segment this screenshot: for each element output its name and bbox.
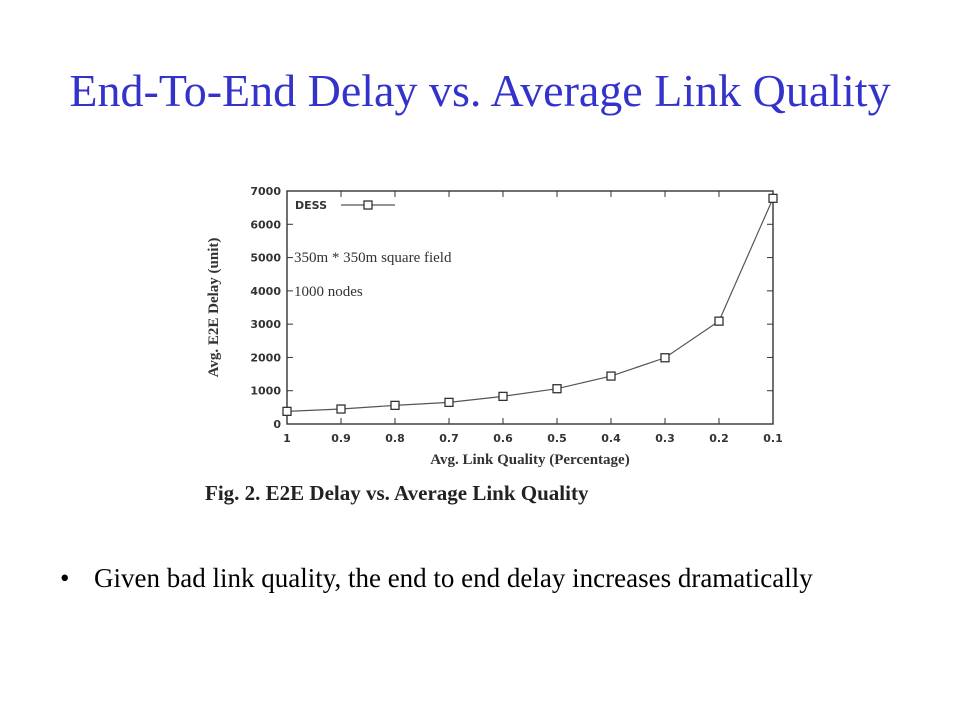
y-tick-label: 5000 bbox=[250, 252, 281, 265]
data-point bbox=[390, 400, 400, 411]
x-axis-label: Avg. Link Quality (Percentage) bbox=[430, 452, 629, 468]
chart-svg: 0 1000 2000 3000 4000 5000 6000 7000 1 0.9 0.8 0.7 0… bbox=[206, 185, 783, 468]
x-tick-label: 0.7 bbox=[439, 432, 459, 445]
x-tick-label: 0.6 bbox=[493, 432, 513, 445]
data-point bbox=[606, 371, 616, 381]
slide-title: End-To-End Delay vs. Average Link Qualit… bbox=[69, 65, 891, 116]
bullet-list: • Given bad link quality, the end to end… bbox=[60, 562, 920, 595]
y-tick-label: 2000 bbox=[250, 351, 281, 364]
y-tick-label: 3000 bbox=[250, 318, 281, 331]
data-point bbox=[660, 353, 670, 363]
data-point bbox=[282, 406, 292, 417]
y-tick-label: 7000 bbox=[250, 185, 281, 198]
x-tick-label: 0.8 bbox=[385, 432, 405, 445]
y-axis-label: Avg. E2E Delay (unit) bbox=[206, 238, 222, 378]
legend-marker bbox=[363, 200, 373, 210]
series-line bbox=[286, 198, 774, 412]
data-point bbox=[498, 391, 508, 402]
x-tick-label: 1 bbox=[283, 432, 291, 445]
x-tick-label: 0.1 bbox=[763, 432, 783, 445]
y-tick-label: 6000 bbox=[250, 218, 281, 231]
x-tick-label: 0.9 bbox=[331, 432, 351, 445]
y-tick-label: 4000 bbox=[250, 285, 281, 298]
plot-frame bbox=[286, 190, 774, 425]
bullet-text: Given bad link quality, the end to end d… bbox=[94, 563, 813, 593]
data-point bbox=[552, 384, 562, 394]
figure-caption: Fig. 2. E2E Delay vs. Average Link Quali… bbox=[205, 481, 589, 505]
y-tick-label: 1000 bbox=[250, 385, 281, 398]
legend-label: DESS bbox=[295, 199, 327, 212]
data-point bbox=[336, 404, 346, 414]
x-tick-label: 0.3 bbox=[655, 432, 675, 445]
y-tick-label: 0 bbox=[273, 418, 281, 431]
x-tick-label: 0.2 bbox=[709, 432, 729, 445]
data-point bbox=[714, 316, 724, 326]
chart-annotation: 1000 nodes bbox=[294, 284, 363, 300]
data-point bbox=[444, 397, 454, 408]
chart: 0 1000 2000 3000 4000 5000 6000 7000 1 0.9 0.8 0.7 0… bbox=[190, 175, 790, 515]
x-tick-label: 0.5 bbox=[547, 432, 567, 445]
bullet-dot: • bbox=[60, 563, 70, 593]
bullet-item: • Given bad link quality, the end to end… bbox=[60, 562, 920, 595]
chart-annotation: 350m * 350m square field bbox=[294, 250, 452, 266]
data-point bbox=[768, 193, 778, 203]
x-tick-label: 0.4 bbox=[601, 432, 621, 445]
